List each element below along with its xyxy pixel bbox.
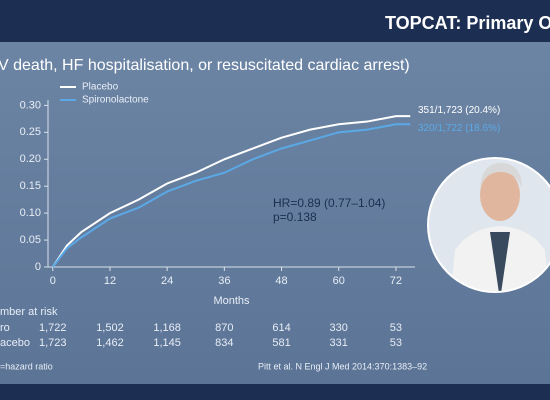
risk-cell: 330 <box>330 322 348 334</box>
legend-label: Spironolactone <box>82 95 149 106</box>
risk-row-label: acebo <box>0 337 30 349</box>
x-tick-label: 72 <box>390 275 402 287</box>
speaker-hair <box>480 162 522 188</box>
chart-title: V death, HF hospitalisation, or resuscit… <box>0 57 410 74</box>
risk-cell: 1,462 <box>96 337 124 349</box>
x-axis-label: Months <box>213 295 250 307</box>
y-tick-label: 0.10 <box>20 207 41 219</box>
legend-label: Placebo <box>82 82 119 93</box>
speaker-face <box>480 169 520 221</box>
y-tick-label: 0 <box>35 261 41 273</box>
footnote: =hazard ratio <box>0 361 53 371</box>
x-tick-label: 36 <box>218 275 230 287</box>
header-title: TOPCAT: Primary O <box>385 13 550 33</box>
x-tick-label: 24 <box>161 275 173 287</box>
risk-cell: 1,502 <box>96 322 124 334</box>
risk-cell: 53 <box>390 337 402 349</box>
citation: Pitt et al. N Engl J Med 2014:370:1383–9… <box>258 361 427 371</box>
risk-cell: 1,723 <box>39 337 67 349</box>
x-tick-label: 0 <box>50 275 56 287</box>
y-tick-label: 0.25 <box>20 126 41 138</box>
speaker-video <box>427 157 550 293</box>
risk-cell: 331 <box>330 337 348 349</box>
footer-bar <box>0 384 550 400</box>
series-line <box>51 123 411 268</box>
risk-cell: 1,168 <box>153 322 181 334</box>
series-line <box>51 115 411 268</box>
y-tick-label: 0.20 <box>20 153 41 165</box>
y-tick-label: 0.15 <box>20 180 41 192</box>
annotation: HR=0.89 (0.77–1.04) <box>273 196 385 210</box>
risk-table-title: mber at risk <box>0 306 58 318</box>
x-tick-label: 12 <box>104 275 116 287</box>
risk-row-label: ro <box>0 322 10 334</box>
header-bar <box>0 0 550 42</box>
speaker-tie <box>490 232 510 291</box>
risk-cell: 1,145 <box>153 337 181 349</box>
risk-cell: 581 <box>272 337 290 349</box>
risk-cell: 614 <box>272 322 290 334</box>
risk-cell: 834 <box>215 337 233 349</box>
y-tick-label: 0.30 <box>20 99 41 111</box>
risk-cell: 53 <box>390 322 402 334</box>
end-label: 351/1,723 (20.4%) <box>418 105 500 116</box>
risk-cell: 870 <box>215 322 233 334</box>
risk-cell: 1,722 <box>39 322 67 334</box>
x-tick-label: 48 <box>275 275 287 287</box>
end-label: 320/1,722 (18.6%) <box>418 123 500 134</box>
y-tick-label: 0.05 <box>20 234 41 246</box>
x-tick-label: 60 <box>333 275 345 287</box>
annotation: p=0.138 <box>273 210 317 224</box>
